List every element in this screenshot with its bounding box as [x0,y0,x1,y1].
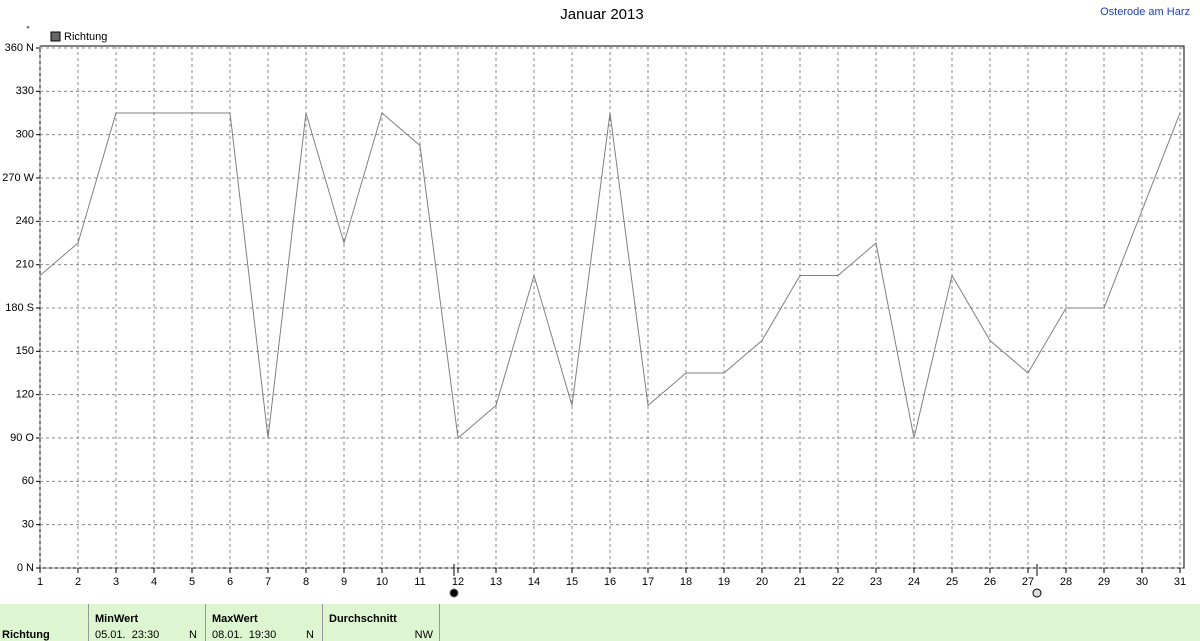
x-tick-label: 23 [870,576,882,588]
row-label: Richtung [2,629,50,641]
y-tick-label: 120 [16,389,34,401]
header: MinWert [95,613,139,625]
x-tick-label: 28 [1060,576,1072,588]
summary-table: Richtung MinWert 05.01. 23:30 N MaxWert … [0,604,1200,641]
y-tick-label: 210 [16,259,34,271]
unit: ° [26,24,30,34]
x-tick-label: 13 [490,576,502,588]
y-tick-label: 30 [22,519,34,531]
data-line [39,112,1181,439]
x-tick-label: 2 [75,576,81,588]
x-tick-label: 5 [189,576,195,588]
x-tick-label: 25 [946,576,958,588]
x-tick-label: 16 [604,576,616,588]
value: N [306,629,314,641]
y-tick-label: 270 W [2,172,34,184]
time: 08.01. 19:30 [212,629,277,641]
value: N [189,629,197,641]
x-tick-label: 7 [265,576,271,588]
x-tick-label: 9 [341,576,347,588]
x-tick-label: 11 [414,576,425,588]
plot-frame [39,45,1185,569]
x-tick-label: 20 [756,576,768,588]
full-moon [1032,588,1042,598]
y-tick-label: 60 [22,475,34,487]
legend-label: Richtung [64,31,107,43]
time: 05.01. 23:30 [95,629,160,641]
x-tick-label: 8 [303,576,309,588]
y-tick-label: 0 N [17,562,34,574]
value: NW [414,629,433,641]
x-tick-label: 12 [452,576,464,588]
y-tick-label: 90 O [10,432,34,444]
cell: MaxWert 08.01. 19:30 N [206,604,323,641]
chart-title: Januar 2013 [560,6,643,23]
x-tick-label: 17 [642,576,654,588]
y-tick-label: 360 N [5,42,34,54]
legend-swatch [50,31,61,42]
header: Durchschnitt [329,613,397,625]
cell: Richtung [0,604,89,641]
x-tick-label: 1 [37,576,43,588]
cell: MinWert 05.01. 23:30 N [89,604,206,641]
x-tick-label: 31 [1174,576,1186,588]
x-tick-label: 4 [151,576,157,588]
x-tick-label: 27 [1022,576,1034,588]
x-tick-label: 6 [227,576,233,588]
x-tick-label: 14 [528,576,540,588]
chart: Januar 2013 Osterode am Harz ° Richtung … [2,6,1190,598]
y-tick-label: 150 [16,345,34,357]
x-tick-label: 29 [1098,576,1110,588]
y-tick-label: 330 [16,85,34,97]
x-tick-label: 10 [376,576,388,588]
x-tick-label: 21 [794,576,806,588]
y-tick-label: 300 [16,129,34,141]
x-tick-label: 26 [984,576,996,588]
x-tick-label: 30 [1136,576,1148,588]
x-tick-label: 3 [113,576,119,588]
x-tick-label: 15 [566,576,578,588]
y-tick-label: 180 S [5,302,34,314]
x-tick-label: 22 [832,576,844,588]
cell: Durchschnitt NW [323,604,440,641]
x-tick-label: 19 [718,576,730,588]
x-tick-label: 24 [908,576,920,588]
location: Osterode am Harz [1100,6,1190,18]
y-tick-label: 240 [16,215,34,227]
new-moon [449,588,459,598]
x-tick-label: 18 [680,576,692,588]
header: MaxWert [212,613,258,625]
